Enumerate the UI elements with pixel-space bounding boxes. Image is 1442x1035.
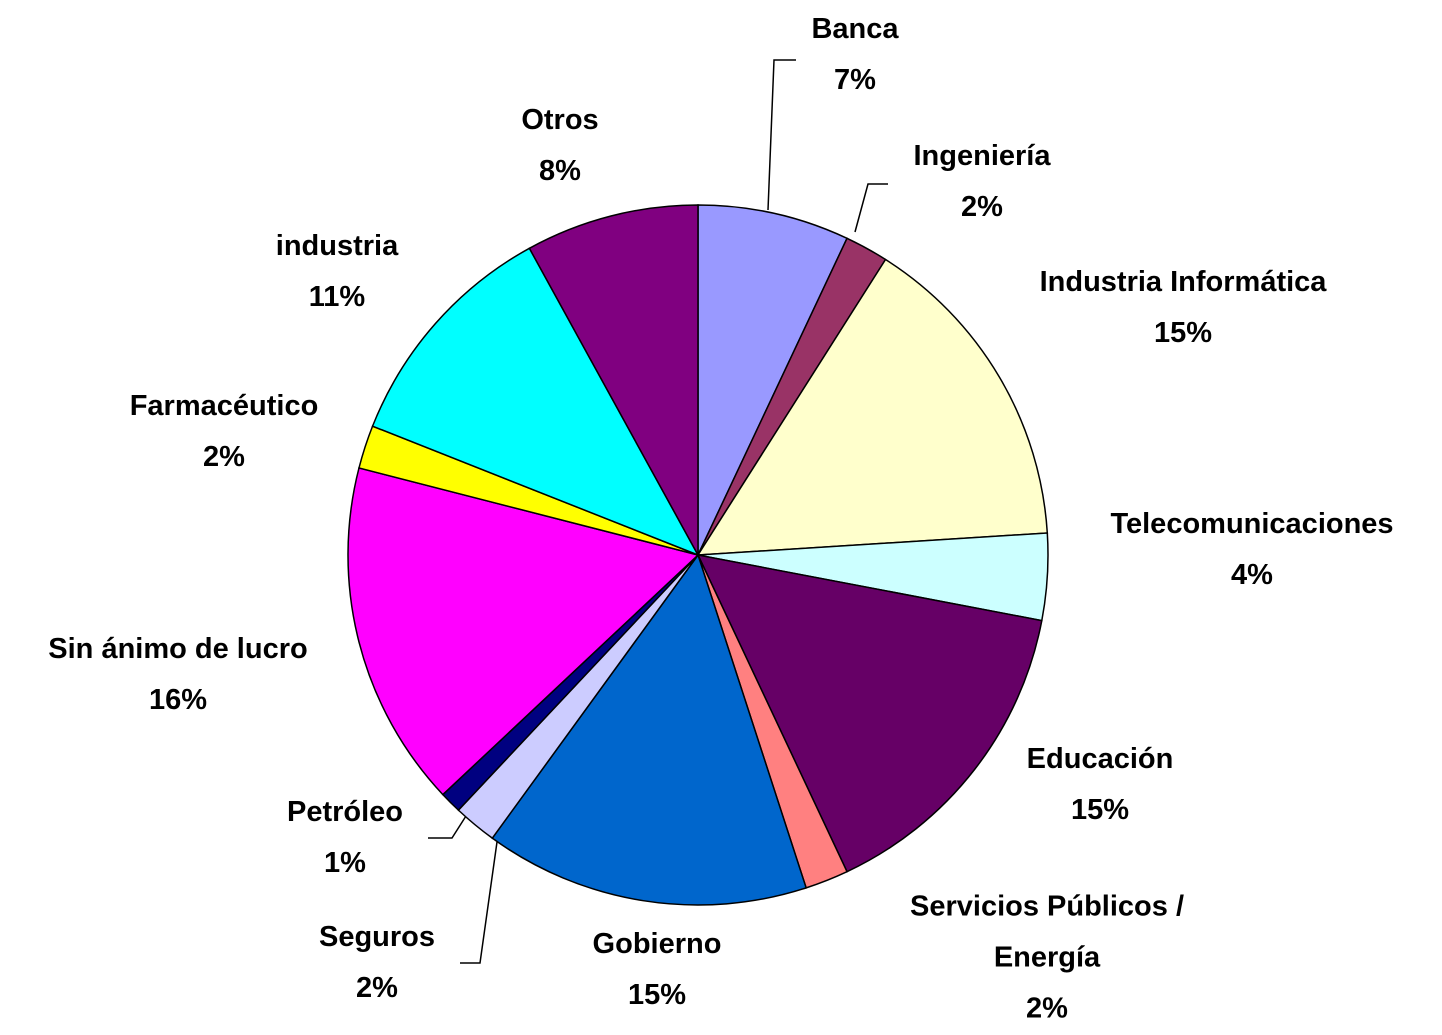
leader-line — [767, 59, 796, 211]
value-label: 2% — [356, 972, 398, 1004]
value-label: 8% — [539, 155, 581, 187]
category-label: Seguros — [318, 921, 436, 953]
slice-label: Industria Informática 15% — [1040, 257, 1327, 359]
category-label: Educación — [1026, 743, 1174, 775]
category-label: Telecomunicaciones — [1110, 508, 1394, 540]
value-label: 2% — [961, 191, 1003, 223]
slice-label: Telecomunicaciones 4% — [1110, 499, 1393, 601]
category-label: Petróleo — [286, 796, 404, 828]
slice-label: Educación 15% — [1027, 734, 1174, 836]
leader-line — [428, 815, 467, 839]
slice-label: Sin ánimo de lucro 16% — [48, 624, 307, 726]
leader-line — [854, 183, 888, 233]
leader-lines — [428, 59, 888, 964]
value-label: 4% — [1231, 559, 1273, 591]
slice-label: Otros 8% — [521, 95, 598, 197]
slice — [347, 467, 700, 796]
value-label: 15% — [1070, 794, 1130, 826]
value-label: 2% — [203, 441, 245, 473]
slice — [491, 553, 808, 906]
value-label: 15% — [1153, 317, 1213, 349]
value-label: 2% — [1026, 992, 1068, 1025]
value-label: 16% — [148, 684, 208, 716]
slices — [347, 204, 1049, 906]
slice-label: Banca 7% — [811, 4, 898, 106]
slice-label: Petróleo 1% — [287, 787, 403, 889]
slice — [371, 247, 700, 557]
category-label: Servicios Públicos / Energía — [910, 890, 1184, 974]
category-label: Gobierno — [592, 928, 722, 960]
slice-label: Farmacéutico 2% — [130, 381, 319, 483]
value-label: 11% — [308, 281, 366, 313]
leader-line — [460, 841, 498, 964]
slice — [697, 204, 849, 556]
value-label: 15% — [627, 979, 687, 1011]
slice-label: Seguros 2% — [319, 912, 435, 1014]
category-label: Ingeniería — [913, 140, 1051, 172]
value-label: 1% — [324, 847, 366, 879]
slice-label: Gobierno 15% — [593, 919, 722, 1021]
slice — [696, 258, 1049, 556]
category-label: Otros — [521, 104, 599, 136]
value-label: 7% — [834, 64, 876, 96]
slice-label: Ingeniería 2% — [914, 131, 1051, 233]
slice — [528, 204, 699, 556]
category-label: Sin ánimo de lucro — [48, 633, 308, 665]
slice-label: industria 11% — [276, 221, 398, 323]
category-label: Industria Informática — [1039, 266, 1327, 298]
category-label: industria — [275, 230, 399, 262]
category-label: Banca — [811, 13, 899, 45]
slice-label: Servicios Públicos / Energía 2% — [857, 882, 1237, 1035]
category-label: Farmacéutico — [129, 390, 319, 422]
slice — [696, 553, 1043, 873]
